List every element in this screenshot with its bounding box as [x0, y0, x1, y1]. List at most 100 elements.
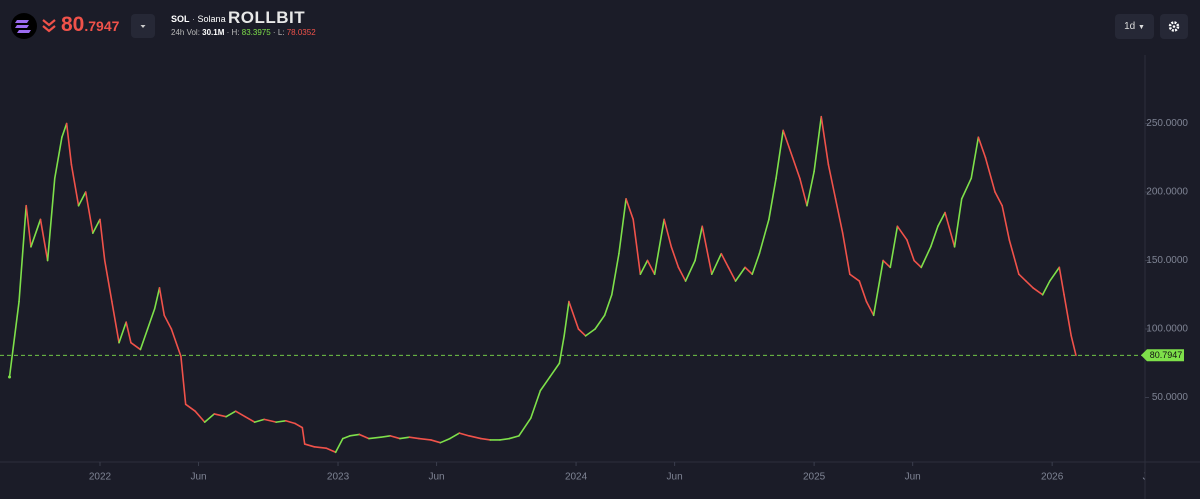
vol-label: 24h Vol:: [171, 28, 200, 37]
price-series: [8, 115, 1077, 454]
price-segment: [418, 437, 432, 441]
gear-hub: [1172, 25, 1176, 28]
high: 83.3975: [241, 28, 271, 37]
price-segment: [906, 239, 915, 262]
price-segment: [480, 437, 492, 441]
price-segment: [111, 300, 120, 344]
price-segment: [970, 136, 980, 180]
y-tick-label: 100.0000: [1146, 324, 1188, 335]
price-segment: [920, 246, 932, 269]
price-segment: [806, 170, 815, 207]
price-segment: [896, 225, 908, 241]
price-segment: [368, 436, 382, 440]
price-segment: [225, 410, 237, 418]
price-segment: [1058, 266, 1065, 296]
vol: 30.1M: [202, 28, 225, 37]
price-segment: [937, 211, 946, 228]
price-segment: [834, 198, 844, 234]
price-segment: [349, 433, 361, 437]
x-tick-label: 2025: [803, 472, 826, 483]
price-segment: [163, 314, 173, 330]
price-segment: [325, 447, 337, 454]
y-tick-label: 250.0000: [1146, 118, 1188, 129]
price-segment: [530, 389, 542, 419]
settings-button[interactable]: [1160, 14, 1188, 39]
price-segment: [858, 280, 868, 303]
price-segment: [782, 129, 794, 159]
price-segment: [1041, 280, 1051, 296]
price-segment: [670, 246, 680, 269]
price-segment: [701, 225, 713, 276]
price-segment: [458, 432, 470, 437]
price-segment: [799, 177, 808, 207]
price-segment: [568, 300, 580, 330]
y-tick-label: 200.0000: [1146, 187, 1188, 198]
price-segment: [1070, 335, 1077, 357]
symbol-line: SOL · Solana: [171, 14, 226, 24]
caret: ▼: [1137, 24, 1145, 31]
price-segment: [8, 300, 20, 378]
price-segment: [130, 341, 142, 351]
price-segment: [25, 204, 32, 248]
price-segment: [158, 287, 166, 317]
price-segment: [994, 191, 1003, 207]
sep: ·: [226, 28, 230, 37]
price-segment: [889, 225, 899, 269]
stats: 24h Vol: 30.1M · H: 83.3975 · L: 78.0352: [171, 28, 316, 37]
timeframe-button[interactable]: 1d ▼: [1115, 14, 1154, 39]
price-segment: [380, 435, 392, 439]
price-segment: [953, 198, 963, 248]
price-segment: [827, 163, 837, 200]
price: 80.7947: [61, 13, 119, 37]
price-segment: [449, 432, 461, 440]
price-segment: [92, 218, 101, 234]
price-segment: [639, 259, 649, 276]
price-segment: [139, 328, 149, 351]
price-segment: [694, 225, 704, 262]
price-segment: [594, 314, 606, 330]
symbol-dropdown[interactable]: [131, 14, 155, 38]
price-segment: [865, 300, 875, 317]
price-segment: [813, 115, 823, 173]
price-segment: [146, 307, 156, 330]
price-segment: [539, 376, 551, 392]
price-segment: [313, 445, 327, 449]
price-segment: [563, 300, 570, 337]
price-segment: [1008, 239, 1020, 276]
price-segment: [1048, 266, 1061, 282]
x-tick-label: 2023: [327, 472, 350, 483]
price-segment: [775, 129, 784, 180]
price-segment: [234, 410, 246, 418]
price-segment: [960, 177, 973, 200]
price-segment: [170, 328, 182, 358]
price-segment: [720, 252, 730, 269]
price-segment: [125, 321, 132, 344]
price-segment: [341, 435, 351, 440]
price-segment: [677, 266, 687, 282]
price-segment: [284, 419, 296, 425]
price-segment: [618, 198, 627, 255]
price-segment: [294, 422, 304, 429]
price-segment: [399, 436, 411, 440]
price-segment: [929, 225, 939, 248]
price-segment: [558, 335, 565, 365]
price-segment: [684, 259, 696, 282]
price-segment: [430, 439, 442, 444]
price-segment: [727, 266, 737, 282]
asset-name: Solana: [197, 14, 226, 24]
price-segment: [768, 177, 777, 221]
price-segment: [253, 418, 266, 423]
price-segment: [77, 191, 87, 207]
current-price-label: 80.7947: [1150, 350, 1183, 360]
price-segment: [30, 218, 42, 248]
price-segment: [99, 218, 106, 262]
price-segment: [791, 156, 801, 180]
price-segment: [610, 252, 620, 296]
dropdown-icon: [140, 25, 146, 28]
price-segment: [499, 437, 511, 441]
price-segment: [39, 218, 49, 262]
high-label: H:: [231, 28, 240, 37]
price-segment: [820, 115, 830, 166]
price-segment: [751, 252, 761, 276]
caret: [140, 25, 146, 28]
